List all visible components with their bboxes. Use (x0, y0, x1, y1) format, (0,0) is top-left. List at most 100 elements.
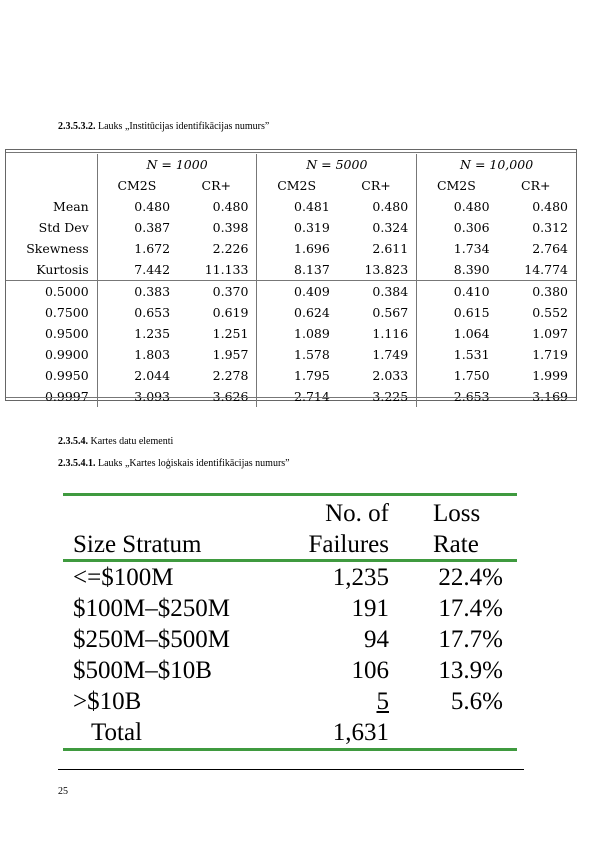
heading-number: 2.3.5.4.1. (58, 458, 96, 469)
cell: 0.383 (96, 280, 177, 302)
table-row: Skewness 1.672 2.226 1.696 2.611 1.734 2… (6, 238, 576, 259)
section-heading-2-3-5-4-1: 2.3.5.4.1. Lauks „Kartes loģiskais ident… (58, 458, 290, 469)
row-stratum: >$10B (73, 688, 142, 715)
cell: 0.387 (96, 217, 177, 238)
heading-text: Lauks „Kartes loģiskais identifikācijas … (98, 458, 290, 469)
heading-number: 2.3.5.3.2. (58, 121, 96, 132)
group-header: N = 10,000 (416, 154, 576, 175)
cell: 0.319 (256, 217, 336, 238)
cell: 1.750 (416, 365, 496, 386)
cell: 1.235 (96, 323, 177, 344)
row-stratum: $500M–$10B (73, 657, 212, 684)
cell: 0.480 (372, 199, 409, 214)
table-row: Std Dev 0.387 0.398 0.319 0.324 0.306 0.… (6, 217, 576, 238)
row-label: Std Dev (38, 220, 89, 235)
cell: 1.957 (212, 347, 249, 362)
row-label: 0.9500 (44, 326, 89, 341)
cell: 7.442 (96, 259, 177, 281)
table-row: 0.9900 1.803 1.957 1.578 1.749 1.531 1.7… (6, 344, 576, 365)
column-header: CM2S (416, 175, 496, 196)
cell: 1.734 (416, 238, 496, 259)
cell: 1.749 (372, 347, 409, 362)
row-loss-rate: 22.4% (438, 564, 503, 591)
row-failures: 191 (351, 595, 390, 622)
cell: 0.653 (96, 302, 177, 323)
row-loss-rate: 13.9% (438, 657, 503, 684)
table-bottom-rule (6, 397, 576, 398)
column-header-loss-line2: Rate (433, 531, 479, 558)
table-row: 0.9997 3.093 3.626 2.714 3.225 2.653 3.1… (6, 386, 576, 407)
row-label: Mean (53, 199, 89, 214)
row-stratum: $100M–$250M (73, 595, 230, 622)
cell: 1.999 (532, 368, 568, 383)
cell: 8.390 (416, 259, 496, 281)
row-loss-rate: 5.6% (450, 688, 503, 715)
cell: 0.480 (416, 196, 496, 217)
statistics-table-grid: N = 1000 N = 5000 N = 10,000 CM2S CR+ CM… (6, 154, 576, 407)
cell: 0.615 (416, 302, 496, 323)
cell: 2.044 (96, 365, 177, 386)
column-header: CR+ (201, 178, 231, 193)
section-heading-2-3-5-3-2: 2.3.5.3.2. Lauks „Institūcijas identifik… (58, 121, 269, 132)
cell: 1.719 (532, 347, 568, 362)
column-header-loss-line1: Loss (433, 500, 481, 527)
row-failures: 106 (351, 657, 390, 684)
cell: 8.137 (256, 259, 336, 281)
cell: 0.384 (335, 280, 417, 302)
column-header-failures-line1: No. of (325, 500, 389, 527)
page-number: 25 (58, 786, 68, 797)
cell: 2.653 (416, 386, 496, 407)
cell: 0.324 (372, 220, 409, 235)
cell: 13.823 (364, 262, 409, 277)
table-row: 0.7500 0.653 0.619 0.624 0.567 0.615 0.5… (6, 302, 576, 323)
cell: 2.764 (532, 241, 568, 256)
table-top-rule (6, 152, 576, 153)
footer-rule (58, 769, 524, 770)
section-heading-2-3-5-4: 2.3.5.4. Kartes datu elementi (58, 436, 173, 447)
group-header: N = 5000 (256, 154, 417, 175)
cell: 1.251 (212, 326, 249, 341)
cell: 1.089 (256, 323, 336, 344)
cell: 1.696 (256, 238, 336, 259)
failures-table: Size Stratum No. of Failures Loss Rate <… (63, 488, 517, 753)
total-failures: 1,631 (332, 719, 389, 746)
row-stratum: <=$100M (73, 564, 174, 591)
cell: 1.064 (416, 323, 496, 344)
row-label: Kurtosis (36, 262, 89, 277)
cell: 0.312 (532, 220, 568, 235)
statistics-table: N = 1000 N = 5000 N = 10,000 CM2S CR+ CM… (5, 149, 577, 407)
cell: 0.410 (416, 280, 496, 302)
cell: 0.480 (532, 199, 568, 214)
row-label: 0.9900 (44, 347, 89, 362)
column-header: CR+ (521, 178, 551, 193)
table-row: 0.9500 1.235 1.251 1.089 1.116 1.064 1.0… (6, 323, 576, 344)
cell: 0.398 (212, 220, 249, 235)
cell: 0.624 (256, 302, 336, 323)
cell: 2.714 (256, 386, 336, 407)
column-header-size-stratum: Size Stratum (73, 531, 202, 558)
cell: 0.619 (212, 305, 249, 320)
row-label: 0.7500 (44, 305, 89, 320)
row-failures: 5 (376, 688, 390, 715)
cell: 3.169 (532, 389, 568, 404)
cell: 0.481 (256, 196, 336, 217)
cell: 0.567 (372, 305, 409, 320)
cell: 1.531 (416, 344, 496, 365)
cell: 14.774 (524, 262, 568, 277)
heading-number: 2.3.5.4. (58, 436, 88, 447)
cell: 0.552 (532, 305, 568, 320)
table-row: Mean 0.480 0.480 0.481 0.480 0.480 0.480 (6, 196, 576, 217)
heading-text: Kartes datu elementi (90, 436, 174, 447)
cell: 1.578 (256, 344, 336, 365)
cell: 0.409 (256, 280, 336, 302)
total-label: Total (91, 719, 143, 746)
cell: 1.803 (96, 344, 177, 365)
table-row: 0.9950 2.044 2.278 1.795 2.033 1.750 1.9… (6, 365, 576, 386)
cell: 2.278 (212, 368, 249, 383)
cell: 2.611 (372, 241, 409, 256)
row-loss-rate: 17.7% (438, 626, 503, 653)
cell: 2.033 (372, 368, 409, 383)
cell: 3.093 (96, 386, 177, 407)
cell: 3.225 (372, 389, 409, 404)
cell: 0.380 (495, 280, 576, 302)
